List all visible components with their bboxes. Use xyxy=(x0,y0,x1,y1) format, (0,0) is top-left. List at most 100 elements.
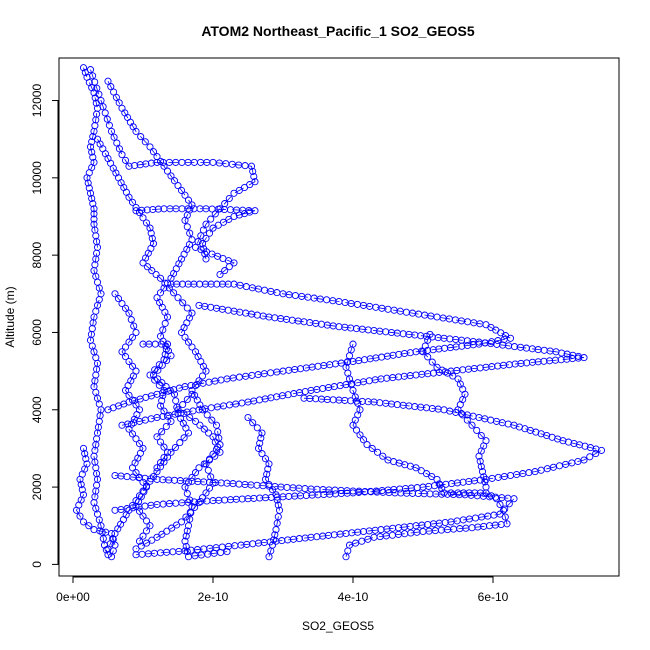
data-point xyxy=(125,391,133,399)
data-point xyxy=(167,448,175,456)
data-point xyxy=(422,470,431,478)
data-point xyxy=(81,450,89,458)
data-point xyxy=(82,455,90,463)
data-point xyxy=(359,436,368,444)
data-point xyxy=(352,426,361,434)
data-point xyxy=(128,430,137,438)
data-point xyxy=(132,502,140,510)
data-point xyxy=(253,424,261,432)
data-point xyxy=(158,379,166,387)
data-point xyxy=(153,468,161,476)
data-point xyxy=(216,270,224,279)
data-point xyxy=(194,238,202,246)
data-point xyxy=(142,539,151,547)
data-point xyxy=(90,127,98,135)
data-point xyxy=(153,533,161,541)
data-point xyxy=(111,506,119,514)
data-point xyxy=(373,448,382,456)
data-point xyxy=(597,446,606,454)
data-point xyxy=(174,182,182,190)
data-point xyxy=(177,518,186,526)
data-point xyxy=(132,401,140,409)
data-point xyxy=(151,366,159,374)
data-point xyxy=(163,279,172,287)
data-point xyxy=(162,422,170,431)
data-point xyxy=(198,372,207,380)
data-point xyxy=(156,157,165,165)
data-point xyxy=(132,435,140,443)
data-point xyxy=(149,148,158,156)
data-point xyxy=(224,280,232,288)
data-point xyxy=(146,224,154,232)
data-point xyxy=(162,345,170,353)
data-point xyxy=(132,207,140,215)
data-point xyxy=(131,161,139,170)
data-point xyxy=(183,547,191,556)
data-point xyxy=(510,495,518,503)
data-point xyxy=(246,208,254,216)
data-point xyxy=(137,133,145,141)
data-point xyxy=(159,326,167,334)
series-16 xyxy=(139,340,175,472)
data-point xyxy=(557,356,565,364)
data-point xyxy=(160,284,168,292)
series-14 xyxy=(72,444,119,561)
data-point xyxy=(153,433,161,441)
data-point xyxy=(85,522,93,530)
data-point xyxy=(235,211,243,219)
data-point xyxy=(107,553,116,561)
data-point xyxy=(250,172,258,181)
data-point xyxy=(181,216,189,224)
data-point xyxy=(183,223,191,231)
data-point xyxy=(412,464,420,472)
data-point xyxy=(84,179,92,187)
data-point xyxy=(121,386,130,394)
data-point xyxy=(91,78,99,86)
data-point xyxy=(89,72,97,80)
data-point xyxy=(419,348,427,356)
data-point xyxy=(268,486,277,494)
data-point xyxy=(188,390,196,398)
data-point xyxy=(121,353,130,361)
data-point xyxy=(160,386,168,394)
data-point xyxy=(208,416,216,424)
data-point xyxy=(107,127,116,135)
data-point xyxy=(487,492,495,500)
data-point xyxy=(176,439,184,447)
data-point xyxy=(475,452,483,460)
data-point xyxy=(174,294,182,302)
data-point xyxy=(424,353,432,361)
data-point xyxy=(202,489,210,497)
data-point xyxy=(205,229,214,237)
data-point xyxy=(251,178,259,186)
data-point xyxy=(247,162,256,170)
data-point xyxy=(135,209,144,217)
data-point xyxy=(186,229,194,237)
data-point xyxy=(128,464,137,472)
data-point xyxy=(463,416,471,424)
data-point xyxy=(78,486,86,494)
x-tick-label: 2e-10 xyxy=(198,590,229,604)
data-point xyxy=(205,429,213,437)
data-point xyxy=(81,68,89,77)
data-point xyxy=(261,475,270,483)
y-tick-label: 8000 xyxy=(30,241,44,268)
data-point xyxy=(79,64,88,72)
data-point xyxy=(181,483,189,491)
data-point xyxy=(167,280,175,288)
data-point xyxy=(173,521,181,529)
data-point xyxy=(186,413,194,422)
y-tick-label: 2000 xyxy=(30,473,44,500)
plot-marks xyxy=(72,64,606,561)
data-point xyxy=(118,348,126,356)
data-point xyxy=(199,226,207,234)
data-point xyxy=(447,489,455,497)
data-point xyxy=(146,371,154,379)
data-point xyxy=(86,143,95,151)
data-point xyxy=(139,214,147,222)
data-point xyxy=(534,358,542,366)
data-point xyxy=(163,340,172,348)
data-point xyxy=(207,215,215,223)
data-point xyxy=(202,234,210,242)
